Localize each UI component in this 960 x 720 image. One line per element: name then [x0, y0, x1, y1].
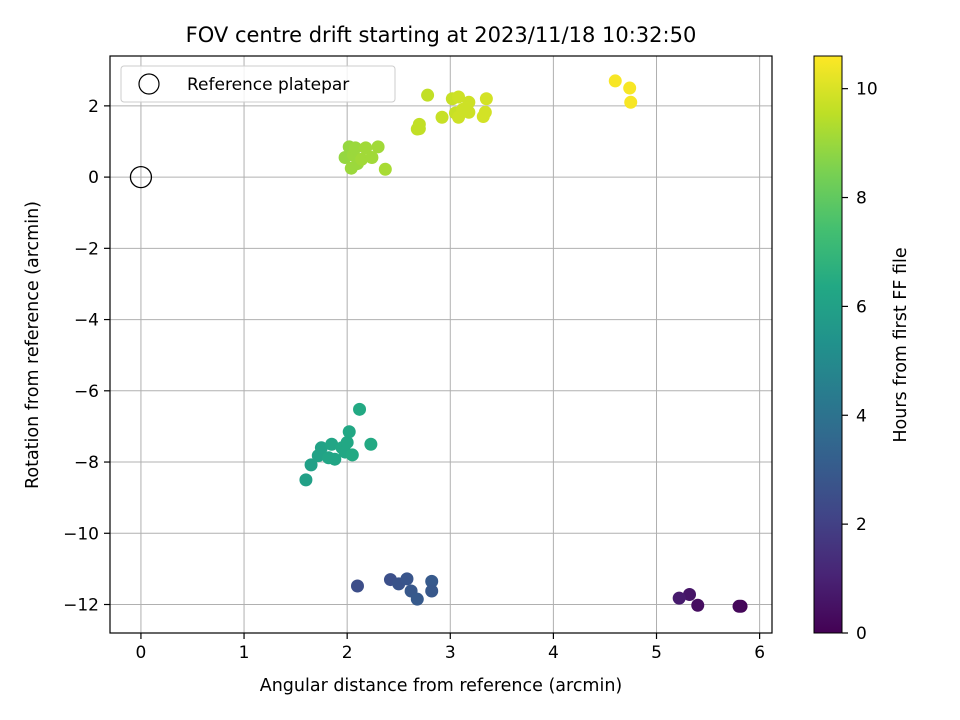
y-axis-ticks: −12 −10 −8 −6 −4 −2 0 2	[63, 97, 110, 616]
x-tick-label: 3	[445, 643, 456, 663]
scatter-point	[304, 458, 318, 472]
x-axis-ticks: 0 1 2 3 4 5 6	[136, 633, 765, 663]
scatter-point	[325, 437, 339, 451]
scatter-point	[355, 152, 369, 166]
x-axis-label: Angular distance from reference (arcmin)	[260, 676, 623, 696]
scatter-point	[425, 574, 439, 588]
scatter-point	[378, 162, 392, 176]
legend-entry-reference-platepar: Reference platepar	[187, 75, 349, 95]
scatter-point	[345, 448, 359, 462]
colorbar-tick-label: 0	[856, 624, 867, 644]
x-tick-label: 0	[136, 643, 147, 663]
scatter-point	[462, 105, 476, 119]
scatter-point	[672, 591, 686, 605]
scatter-point	[452, 90, 466, 104]
plot-frame	[109, 55, 773, 634]
y-tick-label: −10	[63, 524, 99, 544]
y-tick-label: −6	[74, 382, 99, 402]
scatter-point	[359, 141, 373, 155]
legend-box	[120, 65, 396, 103]
y-tick-label: 0	[88, 168, 99, 188]
y-tick-label: −2	[74, 239, 99, 259]
y-tick-label: −8	[74, 453, 99, 473]
reference-marker-group	[129, 165, 153, 189]
scatter-point	[435, 110, 449, 124]
scatter-point	[412, 122, 426, 136]
scatter-point	[350, 579, 364, 593]
colorbar-tick-label: 4	[856, 406, 867, 426]
x-tick-label: 2	[342, 643, 353, 663]
scatter-points	[299, 74, 748, 613]
scatter-point	[425, 584, 439, 598]
x-tick-label: 4	[548, 643, 559, 663]
scatter-point	[608, 74, 622, 88]
scatter-point	[478, 105, 492, 119]
legend: Reference platepar	[120, 65, 396, 103]
colorbar-tick-label: 10	[856, 80, 878, 100]
scatter-point	[624, 95, 638, 109]
scatter-point	[371, 140, 385, 154]
colorbar-label: Hours from first FF file	[891, 247, 911, 442]
colorbar	[813, 55, 843, 634]
scatter-point	[479, 92, 493, 106]
scatter-point	[623, 81, 637, 95]
y-tick-label: 2	[88, 97, 99, 117]
scatter-point	[462, 95, 476, 109]
legend-reference-marker	[138, 73, 160, 95]
scatter-point	[348, 141, 362, 155]
scatter-point	[328, 452, 342, 466]
y-tick-label: −4	[74, 311, 99, 331]
chart-title: FOV centre drift starting at 2023/11/18 …	[186, 23, 697, 47]
scatter-point	[732, 599, 746, 613]
scatter-point	[299, 473, 313, 487]
scatter-point	[400, 572, 414, 586]
scatter-point	[340, 435, 354, 449]
colorbar-tick-label: 6	[856, 297, 867, 317]
scatter-point	[353, 402, 367, 416]
scatter-point	[410, 592, 424, 606]
y-tick-label: −12	[63, 596, 99, 616]
scatter-point	[314, 441, 328, 455]
x-tick-label: 6	[754, 643, 765, 663]
scatter-point	[683, 588, 697, 602]
scatter-point	[342, 425, 356, 439]
x-tick-label: 5	[651, 643, 662, 663]
scatter-point	[691, 598, 705, 612]
reference-platepar-marker	[129, 165, 153, 189]
colorbar-tick-label: 8	[856, 189, 867, 209]
scatter-point	[365, 151, 379, 165]
colorbar-ticks: 0 2 4 6 8 10	[842, 80, 878, 644]
scatter-point	[364, 437, 378, 451]
colorbar-tick-label: 2	[856, 515, 867, 535]
y-axis-label: Rotation from reference (arcmin)	[23, 201, 43, 489]
x-tick-label: 1	[239, 643, 250, 663]
scatter-point	[421, 88, 435, 102]
